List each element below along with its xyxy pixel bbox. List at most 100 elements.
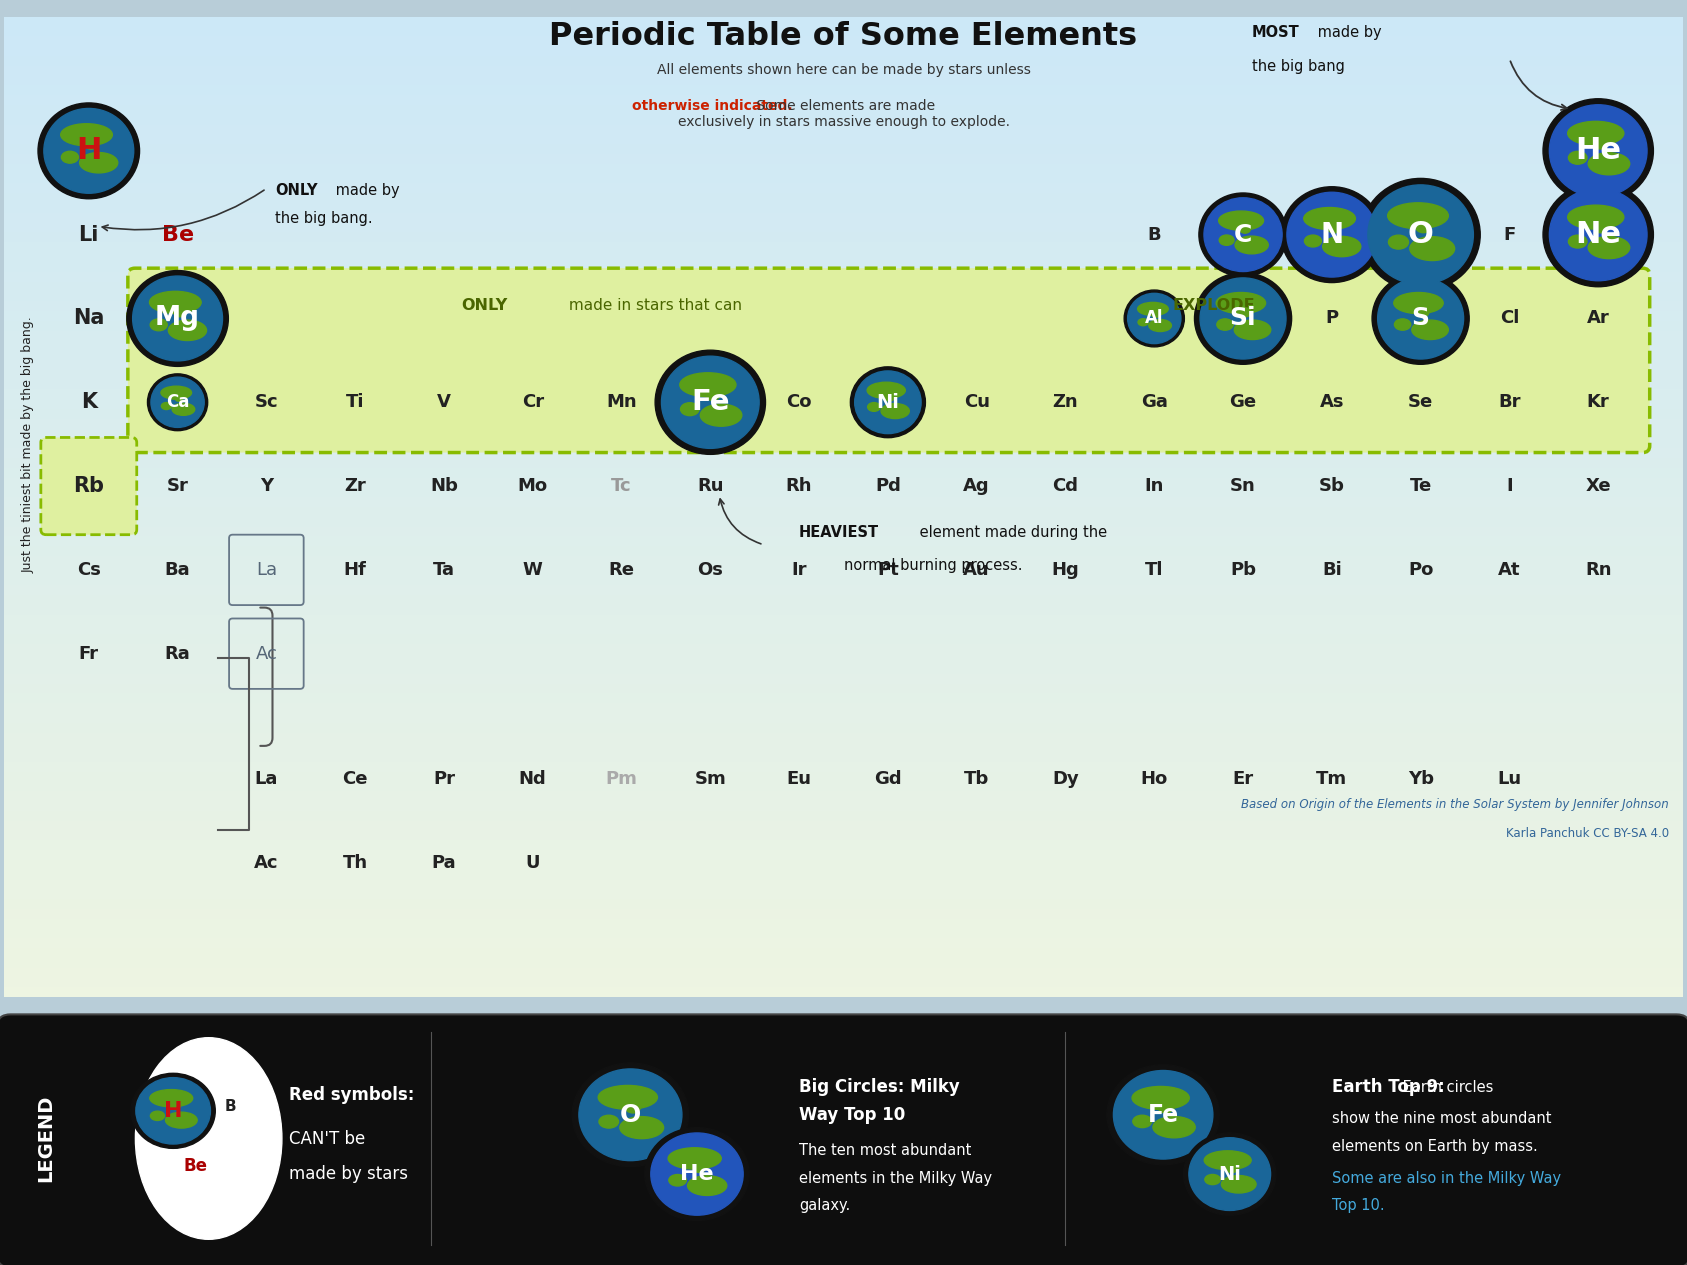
Ellipse shape — [680, 402, 698, 416]
Bar — [5, 586, 1682, 596]
Circle shape — [44, 109, 133, 194]
Bar — [5, 233, 1682, 243]
Ellipse shape — [1569, 152, 1587, 164]
Text: F: F — [1503, 225, 1515, 244]
Bar — [5, 635, 1682, 644]
Text: Ru: Ru — [697, 477, 724, 495]
Text: Tc: Tc — [611, 477, 633, 495]
Ellipse shape — [688, 1175, 727, 1195]
Text: Ni: Ni — [1218, 1165, 1242, 1184]
Circle shape — [655, 350, 766, 454]
Text: At: At — [1498, 560, 1520, 579]
Text: Cu: Cu — [963, 393, 990, 411]
Bar — [5, 674, 1682, 683]
Text: U: U — [525, 854, 540, 872]
Text: Si: Si — [1230, 306, 1257, 330]
Ellipse shape — [886, 395, 894, 401]
Text: Sm: Sm — [695, 770, 725, 788]
Ellipse shape — [1216, 319, 1233, 330]
Text: EXPLODE: EXPLODE — [1172, 299, 1255, 314]
Bar — [5, 526, 1682, 536]
Bar — [5, 144, 1682, 154]
Bar — [5, 644, 1682, 654]
Ellipse shape — [169, 320, 206, 340]
Text: element made during the: element made during the — [914, 525, 1107, 540]
Text: In: In — [1144, 477, 1164, 495]
Ellipse shape — [1569, 235, 1587, 248]
FancyBboxPatch shape — [5, 16, 1682, 997]
Text: N: N — [1321, 220, 1343, 249]
Circle shape — [147, 374, 208, 430]
Bar — [5, 732, 1682, 743]
Ellipse shape — [1221, 1175, 1257, 1193]
Text: elements on Earth by mass.: elements on Earth by mass. — [1331, 1138, 1537, 1154]
Bar — [5, 458, 1682, 468]
Bar — [5, 703, 1682, 713]
Text: Pd: Pd — [876, 477, 901, 495]
Circle shape — [1549, 105, 1647, 197]
Bar — [5, 801, 1682, 811]
Bar — [5, 56, 1682, 66]
Text: H: H — [164, 1101, 182, 1121]
Ellipse shape — [1235, 320, 1270, 339]
Text: Ga: Ga — [1140, 393, 1167, 411]
Ellipse shape — [881, 404, 909, 419]
Circle shape — [572, 1063, 688, 1166]
Bar — [5, 321, 1682, 330]
Bar — [5, 115, 1682, 125]
Bar — [5, 939, 1682, 949]
Text: Tl: Tl — [1145, 560, 1164, 579]
Ellipse shape — [680, 373, 736, 397]
Ellipse shape — [61, 152, 79, 163]
Bar — [5, 361, 1682, 369]
Bar — [5, 879, 1682, 889]
Text: made by: made by — [1312, 25, 1382, 40]
Text: Eu: Eu — [786, 770, 811, 788]
Text: Karla Panchuk CC BY-SA 4.0: Karla Panchuk CC BY-SA 4.0 — [1506, 827, 1668, 840]
Bar — [5, 86, 1682, 95]
Ellipse shape — [1235, 237, 1269, 254]
Text: Sr: Sr — [167, 477, 189, 495]
Ellipse shape — [668, 1174, 687, 1187]
Text: Ne: Ne — [1576, 220, 1621, 249]
Circle shape — [855, 371, 921, 434]
Text: O: O — [1407, 220, 1434, 249]
Ellipse shape — [150, 1089, 192, 1107]
Text: C: C — [1233, 223, 1252, 247]
Circle shape — [1549, 188, 1647, 281]
Text: Ra: Ra — [165, 645, 191, 663]
Ellipse shape — [1328, 224, 1341, 233]
Text: H: H — [76, 137, 101, 166]
Text: Mn: Mn — [606, 393, 636, 411]
Text: CAN'T be: CAN'T be — [288, 1130, 364, 1147]
Text: Ar: Ar — [1587, 310, 1609, 328]
Bar — [5, 76, 1682, 86]
Text: Na: Na — [73, 309, 105, 329]
Bar — [5, 301, 1682, 311]
Text: the big bang: the big bang — [1252, 58, 1345, 73]
FancyBboxPatch shape — [0, 1015, 1687, 1265]
Circle shape — [1368, 185, 1473, 285]
Ellipse shape — [1159, 1103, 1172, 1113]
Ellipse shape — [1218, 211, 1264, 230]
Text: made by: made by — [331, 182, 400, 197]
Text: Some elements are made
exclusively in stars massive enough to explode.: Some elements are made exclusively in st… — [678, 99, 1009, 129]
Ellipse shape — [1137, 302, 1167, 315]
Bar — [5, 565, 1682, 576]
Text: Ir: Ir — [791, 560, 806, 579]
Text: Rn: Rn — [1586, 560, 1611, 579]
Text: Xe: Xe — [1586, 477, 1611, 495]
Bar — [5, 507, 1682, 517]
Ellipse shape — [626, 1103, 639, 1113]
Text: otherwise indicated.: otherwise indicated. — [633, 99, 793, 113]
Text: Ge: Ge — [1230, 393, 1257, 411]
Bar — [5, 889, 1682, 899]
Ellipse shape — [1152, 1117, 1194, 1137]
Circle shape — [1287, 192, 1377, 277]
Text: Way Top 10: Way Top 10 — [800, 1106, 906, 1123]
Ellipse shape — [1410, 237, 1454, 261]
Bar — [5, 762, 1682, 772]
Bar — [5, 429, 1682, 439]
Ellipse shape — [150, 1111, 165, 1121]
Text: La: La — [256, 560, 277, 579]
